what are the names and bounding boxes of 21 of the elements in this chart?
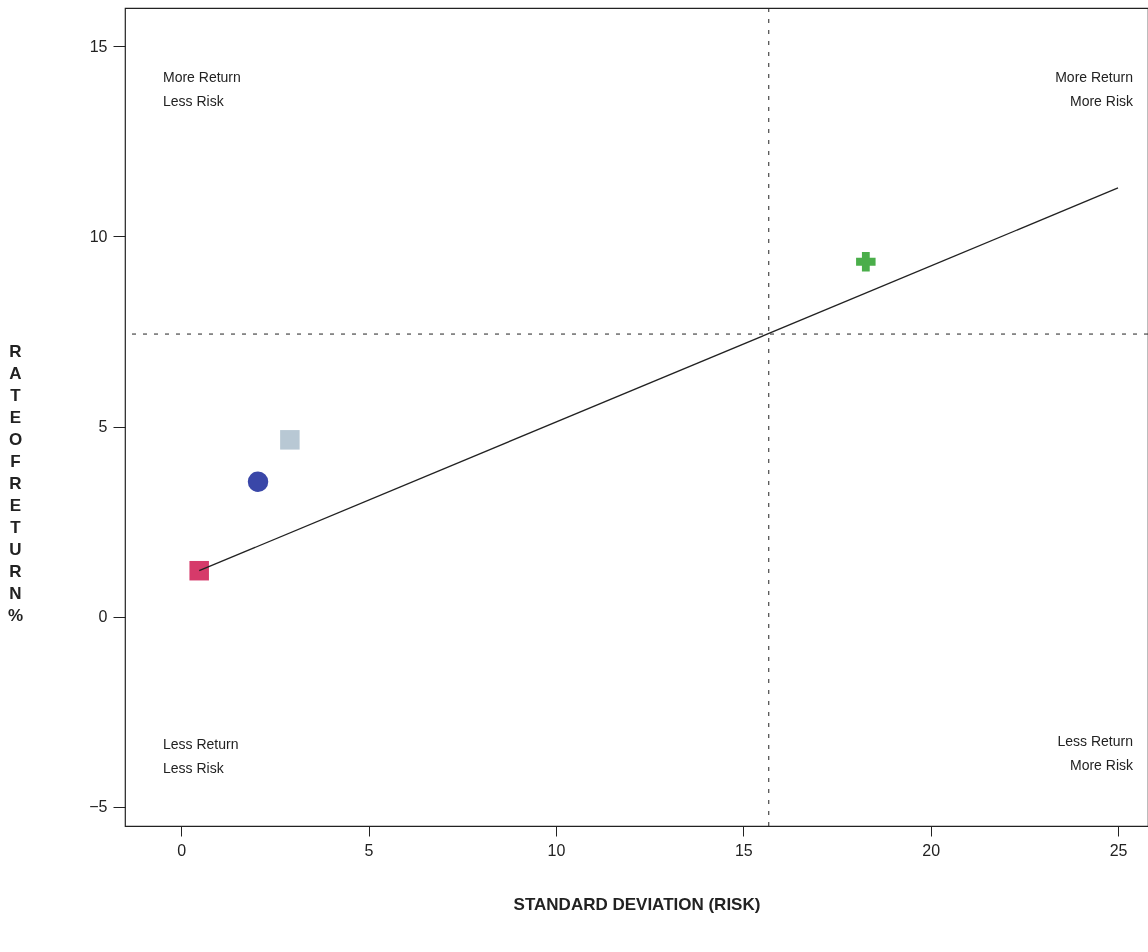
x-tick-label: 5 bbox=[364, 841, 374, 859]
x-tick-label: 10 bbox=[547, 841, 566, 859]
text: RATE OF RETURN % bbox=[7, 342, 24, 626]
annotation: Less Return More Risk bbox=[1057, 733, 1134, 773]
x-tick-label: 0 bbox=[177, 841, 187, 859]
x-axis-title: STANDARD DEVIATION (RISK) bbox=[513, 894, 761, 914]
x-tick-label: 15 bbox=[734, 841, 753, 859]
point bbox=[856, 252, 876, 272]
x-tick-label: 20 bbox=[922, 841, 941, 859]
x-tick-label: 25 bbox=[1109, 841, 1128, 859]
y-tick-label: 0 bbox=[98, 608, 108, 626]
annotation: More Return Less Risk bbox=[163, 69, 241, 109]
point bbox=[280, 430, 300, 450]
annotation: More Return More Risk bbox=[1055, 69, 1134, 109]
annotation: Less Return Less Risk bbox=[163, 736, 239, 776]
y-tick-label: −5 bbox=[89, 798, 108, 816]
y-tick-label: 5 bbox=[98, 418, 108, 436]
y-tick-label: 15 bbox=[89, 37, 108, 55]
point bbox=[189, 560, 209, 581]
y-tick-label: 10 bbox=[89, 227, 108, 245]
point bbox=[247, 471, 269, 492]
